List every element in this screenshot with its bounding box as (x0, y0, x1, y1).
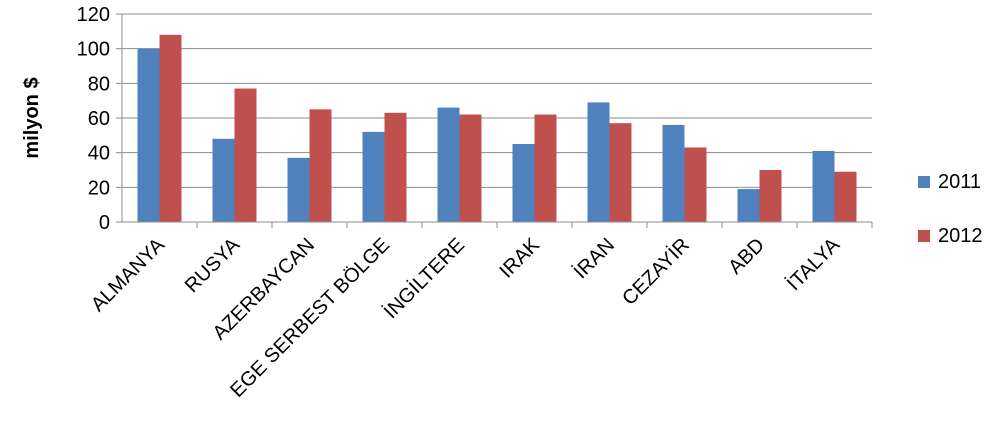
y-tick-label: 120 (77, 4, 110, 26)
y-axis-ticks: 0 20 40 60 80 100 120 (77, 4, 122, 234)
legend: 2011 2012 (918, 171, 983, 247)
bar-2012 (834, 171, 857, 222)
legend-swatch-2012 (918, 230, 930, 242)
bar-2012 (684, 147, 707, 222)
legend-swatch-2011 (918, 176, 930, 188)
bar-2012 (534, 114, 557, 222)
category-label: İRAN (569, 233, 619, 283)
bar-2012 (759, 170, 782, 222)
bar-2011 (212, 138, 235, 222)
bar-2012 (234, 88, 257, 223)
category-label: RUSYA (181, 234, 245, 298)
category-label: İNGİLTERE (379, 233, 469, 323)
category-label: ABD (724, 234, 769, 279)
y-tick-label: 80 (88, 73, 110, 95)
category-label: EGE SERBEST BÖLGE (226, 234, 394, 402)
y-tick-label: 100 (77, 39, 110, 61)
bar-2011 (287, 157, 310, 222)
bar-2012 (309, 109, 332, 222)
bar-2011 (587, 102, 610, 222)
bar-2011 (362, 131, 385, 222)
category-label: CEZAYİR (618, 233, 695, 310)
category-label: İTALYA (782, 233, 844, 295)
category-label: ALMANYA (87, 234, 170, 317)
bars (137, 34, 857, 223)
y-axis-label: milyon $ (21, 77, 43, 158)
legend-label: 2011 (938, 171, 981, 193)
bar-2011 (137, 48, 160, 222)
bar-2012 (159, 34, 182, 222)
bar-2012 (459, 114, 482, 222)
y-tick-label: 60 (88, 108, 110, 130)
bar-2012 (609, 123, 632, 222)
axes (121, 14, 873, 228)
bar-2011 (662, 124, 685, 222)
bar-2012 (384, 112, 407, 222)
bar-2011 (512, 144, 535, 222)
y-tick-label: 40 (88, 143, 110, 165)
category-label: IRAK (495, 234, 544, 283)
bar-2011 (437, 107, 460, 222)
bar-2011 (737, 189, 760, 222)
bar-2011 (812, 150, 835, 222)
y-tick-label: 0 (99, 212, 110, 234)
legend-label: 2012 (938, 225, 983, 247)
y-tick-label: 20 (88, 177, 110, 199)
